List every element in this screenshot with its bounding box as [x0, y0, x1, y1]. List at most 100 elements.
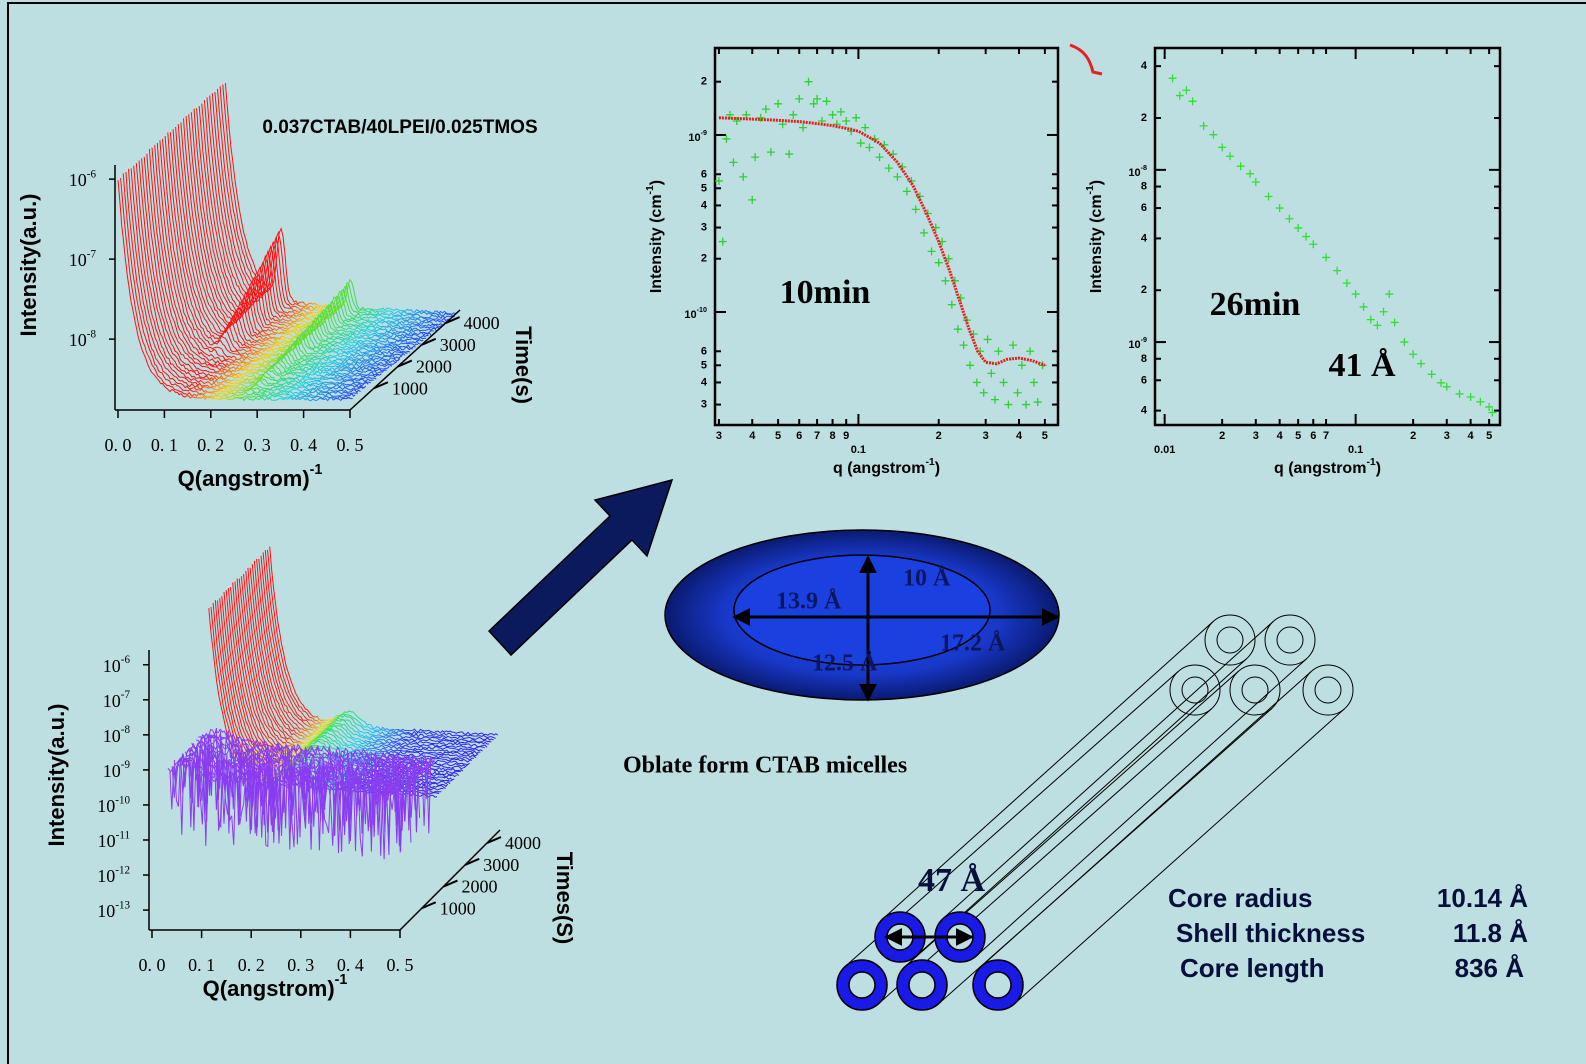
y-tick-label-part: 8: [1141, 353, 1147, 365]
y-tick-label-part: -7: [87, 248, 97, 260]
x-axis-label: q (angstrom-1): [833, 457, 940, 478]
y-tick-label: 6: [701, 345, 707, 357]
y-tick-label-part: 2: [1141, 284, 1147, 296]
y-tick-label-part: 10: [688, 132, 700, 144]
y-tick-label: 4: [701, 376, 708, 388]
x-tick-label: 8: [829, 430, 835, 442]
y-tick-label-part: 10: [97, 796, 115, 816]
y-tick-label-part: -6: [87, 168, 97, 180]
x-tick-label-part: 0. 3: [244, 435, 271, 455]
y-tick-label-part: 10: [103, 761, 121, 781]
x-tick-label: 0. 1: [188, 955, 215, 975]
z-tick-label-part: 1000: [392, 378, 428, 398]
y-tick-label: 6: [701, 168, 707, 180]
z-tick-label-part: 2000: [416, 357, 452, 377]
y-axis-label: Intensity(a.u.): [44, 703, 69, 846]
x-tick-label-part: 8: [829, 430, 835, 442]
y-tick-label-part: 2: [701, 253, 707, 265]
x-tick-label-part: 6: [796, 430, 802, 442]
y-tick-label: 5: [701, 182, 707, 194]
y-tick-label: 4: [701, 199, 708, 211]
x-axis-label-part: q (angstrom: [1274, 460, 1366, 477]
y-tick-label: 4: [1141, 232, 1148, 244]
x-tick-label: 2: [1410, 430, 1416, 442]
table-value: 10.14 Å: [1437, 883, 1528, 913]
z-tick-label-part: 3000: [483, 855, 519, 875]
z-tick-label: 3000: [483, 855, 519, 875]
x-tick-label: 4: [1468, 430, 1475, 442]
z-tick-label: 1000: [440, 898, 476, 918]
tube-core: [849, 972, 875, 998]
x-tick-label-part: 4: [1016, 430, 1023, 442]
y-tick-label-part: 10: [97, 901, 115, 921]
annotation: 26min: [1210, 286, 1301, 323]
x-axis-label-part: -1: [335, 972, 348, 988]
y-tick-label-part: 6: [1141, 374, 1147, 386]
y-tick-label-part: 6: [701, 168, 707, 180]
z-axis-label-part: Time(s): [511, 326, 536, 404]
y-axis-label-part: -1: [645, 185, 656, 194]
x-tick-label: 3: [1444, 430, 1450, 442]
y-tick-label-part: 2: [1141, 112, 1147, 124]
x-tick-label: 0.1: [1348, 444, 1363, 456]
y-tick-label-part: 10: [1128, 339, 1140, 351]
x-axis-label-part: -1: [310, 462, 323, 478]
x-tick-label-part: 0. 0: [139, 955, 166, 975]
x-tick-label: 0. 1: [151, 435, 178, 455]
x-tick-label-part: 0. 4: [290, 435, 317, 455]
y-tick-label: 4: [1141, 405, 1148, 417]
y-axis-label: Intensity (cm-1): [1085, 180, 1106, 293]
y-tick-label-part: 10: [103, 691, 121, 711]
y-tick-label-part: -8: [121, 724, 131, 736]
x-axis-label-part: ): [1376, 460, 1381, 477]
y-tick-label-part: 4: [1141, 60, 1148, 72]
annotation: 10min: [780, 274, 871, 311]
y-axis-label: Intensity(a.u.): [16, 193, 41, 336]
y-tick-label: 6: [1141, 202, 1147, 214]
x-tick-label: 0.01: [1154, 444, 1175, 456]
x-axis-label: Q(angstrom)-1: [203, 972, 348, 1001]
x-tick-label-part: 3: [983, 430, 989, 442]
y-tick-label-part: 10: [69, 250, 87, 270]
x-tick-label: 3: [1253, 430, 1259, 442]
z-axis-label-part: Times(S): [552, 852, 577, 945]
x-tick-label: 5: [1295, 430, 1301, 442]
y-tick-label-part: 8: [1141, 180, 1147, 192]
x-axis-label-part: ): [935, 460, 940, 477]
z-tick-label-part: 4000: [505, 833, 541, 853]
x-tick-label: 0. 3: [244, 435, 271, 455]
annotation-part: 10min: [780, 274, 871, 311]
z-tick-label: 1000: [392, 378, 428, 398]
x-axis-label-part: -1: [1366, 457, 1375, 468]
x-tick-label-part: 0. 5: [337, 435, 364, 455]
x-tick-label: 0. 2: [197, 435, 224, 455]
x-tick-label: 3: [983, 430, 989, 442]
table-label: Core length: [1180, 953, 1324, 983]
y-tick-label-part: 3: [701, 398, 707, 410]
x-tick-label: 7: [814, 430, 820, 442]
dimension-label: 13.9 Å: [776, 589, 842, 615]
x-tick-label: 2: [1219, 430, 1225, 442]
x-tick-label: 0. 3: [287, 955, 314, 975]
x-tick-label-part: 9: [843, 430, 849, 442]
y-tick-label-part: 4: [1141, 405, 1148, 417]
x-tick-label-part: 0. 2: [238, 955, 265, 975]
y-tick-label-part: 10: [103, 726, 121, 746]
x-tick-label: 3: [716, 430, 722, 442]
y-tick-label-part: -9: [701, 129, 707, 137]
z-tick-label: 4000: [464, 313, 500, 333]
table-label: Core radius: [1168, 883, 1313, 913]
y-tick-label-part: 10: [103, 656, 121, 676]
y-tick-label-part: -10: [697, 306, 707, 314]
x-tick-label-part: 5: [1295, 430, 1301, 442]
x-tick-label: 9: [843, 430, 849, 442]
table-value: 11.8 Å: [1453, 918, 1528, 948]
y-axis-label-part: ): [648, 180, 665, 185]
table-value: 836 Å: [1455, 953, 1525, 983]
x-tick-label-part: 0. 5: [387, 955, 414, 975]
y-tick-label-part: 4: [701, 199, 708, 211]
x-tick-label-part: 6: [1310, 430, 1316, 442]
tube-core: [985, 972, 1011, 998]
y-tick-label-part: 3: [701, 221, 707, 233]
y-tick-label-part: -8: [1141, 164, 1147, 172]
